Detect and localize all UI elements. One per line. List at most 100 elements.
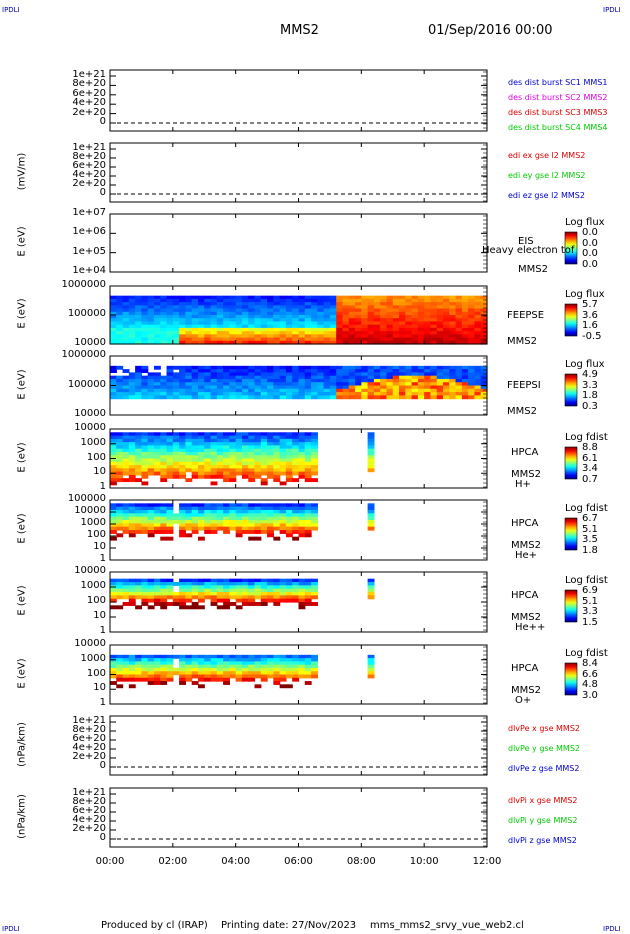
panel-5-spectrogram-cell [280,481,287,485]
panel-5-spectrogram-cell [110,481,117,485]
panel-5-spectrogram-cell [185,478,192,482]
panel-8-ytick-label: 10 [46,682,106,693]
panel-7-spectrogram-cell [368,595,375,599]
panel-3-side-label: FEEPSE [507,310,544,321]
panel-4-spectrogram-cell [148,395,155,399]
panel-8-spectrogram-cell [299,675,306,679]
panel-6-spectrogram-cell [261,530,268,534]
panel-5-spectrogram-cell [255,475,262,479]
panel-10-ylabel: (nPa/km) [17,756,28,876]
panel-6-spectrogram-cell [305,533,312,537]
panel-6-spectrogram-cell [179,533,186,537]
panel-7-colorbar-value: 3.3 [582,606,598,617]
panel-8-spectrogram-cell [368,675,375,679]
panel-8-spectrogram-cell [110,681,117,685]
panel-4-spectrogram-cell [280,395,287,399]
x-axis-tick-label: 02:00 [153,856,193,867]
panel-7-spectrogram-cell [248,602,255,606]
panel-4-spectrogram-cell [468,395,475,399]
panel-6-side-label: He+ [515,550,537,561]
panel-8-colorbar-value: 3.0 [582,690,598,701]
panel-6-spectrogram-cell [198,537,205,541]
panel-6-spectrogram-cell [273,527,280,531]
panel-10-ytick-label: 0 [46,832,106,843]
panel-4-side-label: FEEPSI [507,380,541,391]
panel-5-spectrogram-cell [280,472,287,476]
panel-6-spectrogram-cell [217,527,224,531]
panel-9-legend-entry: dlvPe z gse MMS2 [508,764,579,773]
panel-8-ytick-label: 1000 [46,653,106,664]
panel-4-spectrogram-cell [185,395,192,399]
panel-8-side-label: O+ [515,695,531,706]
panel-4-spectrogram-cell [110,369,117,373]
panel-7-spectrogram-cell [267,599,274,603]
panel-8-spectrogram-cell [255,675,262,679]
panel-6-spectrogram-cell [255,530,262,534]
panel-8-spectrogram-cell [198,678,205,682]
panel-6-spectrogram-cell [116,527,123,531]
panel-5-spectrogram-cell [141,475,148,479]
panel-4-spectrogram-cell [223,395,230,399]
panel-7-spectrogram-cell [185,605,192,609]
panel-4-spectrogram-cell [437,395,444,399]
panel-6-spectrogram-cell [255,537,262,541]
panel-6-spectrogram-cell [167,537,174,541]
panel-0-legend-entry: des dist burst SC3 MMS3 [508,108,607,117]
panel-3-ytick-label: 100000 [46,308,106,319]
footer-printing-date: Printing date: 27/Nov/2023 [221,920,356,931]
panel-2-ytick-label: 1e+07 [46,207,106,218]
panel-9-legend-entry: dlvPe x gse MMS2 [508,724,580,733]
panel-7-spectrogram-cell [148,599,155,603]
panel-5-spectrogram-cell [135,472,142,476]
panel-4-colorbar-value: 3.3 [582,380,598,391]
panel-2-overlay-label: Heavy electron tof [482,245,574,256]
panel-7-spectrogram-cell [299,605,306,609]
panel-8-spectrogram-cell [192,681,199,685]
panel-5-spectrogram-cell [167,475,174,479]
panel-0-legend-entry: des dist burst SC1 MMS1 [508,78,607,87]
panel-2-colorbar-value: 0.0 [582,238,598,249]
panel-4-colorbar-value: 1.8 [582,390,598,401]
panel-4-colorbar-value: 4.9 [582,369,598,380]
panel-8-colorbar [565,663,577,695]
panel-6-spectrogram-cell [116,533,123,537]
panel-6-spectrogram-cell [185,527,192,531]
panel-7-spectrogram-cell [286,599,293,603]
panel-7-colorbar-value: 1.5 [582,617,598,628]
x-axis-tick-label: 08:00 [341,856,381,867]
panel-4-spectrogram-cell [179,395,186,399]
panel-6-spectrogram-cell [135,530,142,534]
panel-5-spectrogram-cell [223,478,230,482]
panel-4-spectrogram-cell [123,395,130,399]
panel-2-ytick-label: 1e+04 [46,265,106,276]
panel-4-spectrogram-cell [123,369,130,373]
panel-7-spectrogram-cell [154,602,161,606]
panel-4-spectrogram-cell [430,395,437,399]
panel-6-spectrogram-cell [110,537,117,541]
panel-8-spectrogram-cell [292,678,299,682]
panel-8-spectrogram-cell [141,678,148,682]
panel-7-spectrogram-cell [135,605,142,609]
panel-8-spectrogram-cell [198,684,205,688]
panel-4-side-label: MMS2 [507,406,537,417]
panel-5-spectrogram-cell [141,481,148,485]
panel-4-spectrogram-cell [399,395,406,399]
panel-4-spectrogram-cell [386,395,393,399]
panel-4-spectrogram-cell [261,395,268,399]
panel-7-spectrogram-cell [223,605,230,609]
panel-8-spectrogram-cell [261,678,268,682]
panel-0-legend-entry: des dist burst SC2 MMS2 [508,93,607,102]
panel-7-spectrogram-cell [116,605,123,609]
panel-0-ytick-label: 0 [46,116,106,127]
panel-4-spectrogram-cell [173,395,180,399]
panel-1-legend-entry: edi ey gse l2 MMS2 [508,171,586,180]
panel-8-spectrogram-cell [129,684,136,688]
panel-5-spectrogram-cell [286,478,293,482]
panel-7-colorbar [565,590,577,622]
panel-9-frame [110,716,487,775]
panel-6-spectrogram-cell [154,530,161,534]
panel-4-spectrogram-cell [336,395,343,399]
panel-8-spectrogram-cell [280,684,287,688]
panel-9-ytick-label: 0 [46,760,106,771]
footer-filename: mms_mms2_srvy_vue_web2.cl [370,920,524,931]
